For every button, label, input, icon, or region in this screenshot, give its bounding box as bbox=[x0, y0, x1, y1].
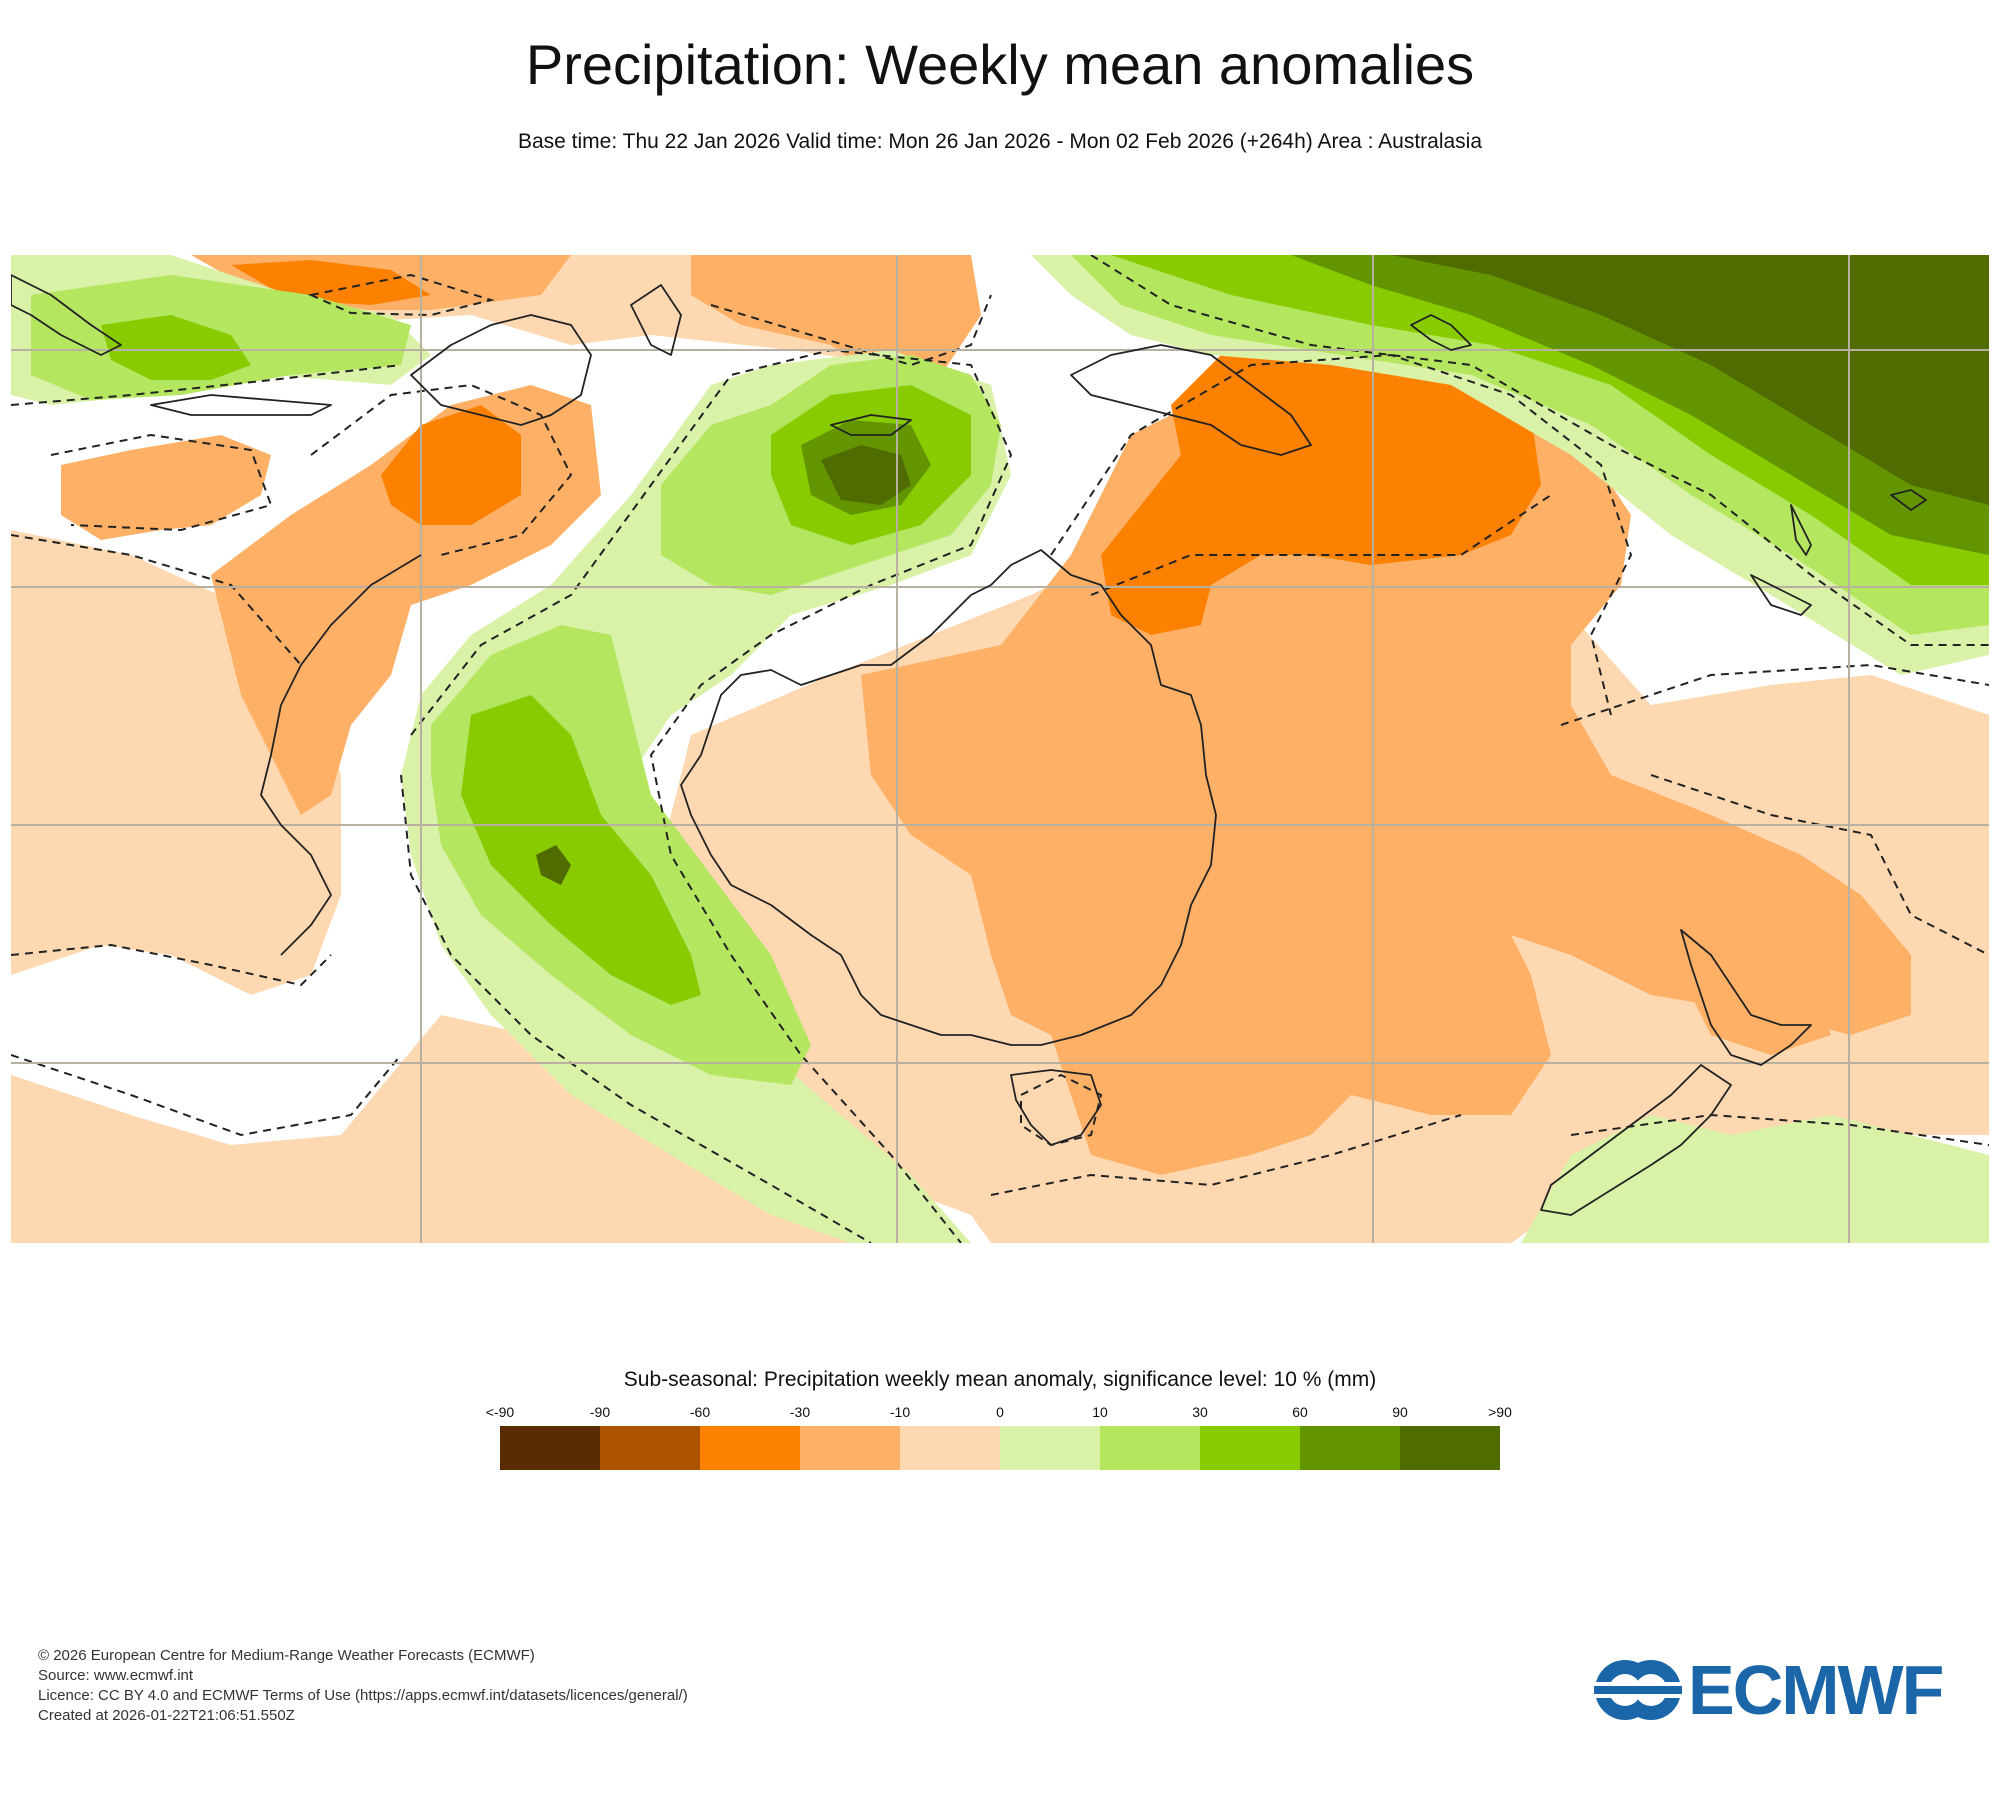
coastline-tasmania bbox=[1010, 1069, 1102, 1146]
coastline-sulawesi bbox=[630, 284, 682, 356]
coastline-java bbox=[150, 394, 332, 416]
coastline-timor bbox=[830, 414, 912, 436]
significance-contour bbox=[310, 383, 573, 556]
coastline-new-zealand-south bbox=[1540, 1064, 1732, 1216]
legend-tick: 30 bbox=[1192, 1404, 1208, 1420]
anomaly-map[interactable] bbox=[11, 255, 1989, 1243]
color-legend: <-90 -90 -60 -30 -10 0 10 30 60 90 >90 bbox=[486, 1400, 1512, 1474]
significance-contour bbox=[307, 273, 495, 317]
footer-created: Created at 2026-01-22T21:06:51.550Z bbox=[38, 1707, 295, 1724]
legend-swatch bbox=[500, 1426, 600, 1470]
wet-extreme-region bbox=[1391, 255, 1989, 505]
dry-medium-region bbox=[61, 435, 271, 540]
significance-contours bbox=[11, 255, 1989, 1243]
significance-contour bbox=[11, 1054, 402, 1137]
wet-extreme-region bbox=[536, 845, 571, 885]
footer-copyright: © 2026 European Centre for Medium-Range … bbox=[38, 1647, 535, 1664]
significance-contour bbox=[11, 534, 302, 666]
footer-source: Source: www.ecmwf.int bbox=[38, 1667, 194, 1684]
chart-title: Precipitation: Weekly mean anomalies bbox=[525, 33, 1475, 96]
wet-light-region bbox=[1521, 1115, 1989, 1243]
dry-medium-region bbox=[691, 255, 981, 380]
legend-swatch bbox=[1100, 1426, 1200, 1470]
legend-tick: -60 bbox=[689, 1404, 711, 1420]
coastline-australia bbox=[680, 549, 1217, 1046]
legend-swatch bbox=[900, 1426, 1000, 1470]
legend-tick: 10 bbox=[1092, 1404, 1108, 1420]
significance-contour bbox=[1020, 1073, 1103, 1147]
legend-tick: 60 bbox=[1292, 1404, 1308, 1420]
legend-tick: >90 bbox=[1488, 1404, 1512, 1420]
legend-title: Sub-seasonal: Precipitation weekly mean … bbox=[623, 1368, 1377, 1391]
coastline-borneo bbox=[410, 314, 592, 426]
significance-contour bbox=[1560, 663, 1989, 726]
legend-tick: -10 bbox=[889, 1404, 911, 1420]
significance-contour bbox=[1570, 1113, 1989, 1146]
significance-contour bbox=[11, 943, 332, 987]
significance-contour bbox=[50, 433, 273, 532]
dry-medium-region bbox=[1671, 945, 1831, 1055]
legend-tick: <-90 bbox=[485, 1404, 515, 1420]
coastline-sumatra bbox=[11, 274, 122, 356]
legend-swatches bbox=[500, 1426, 1500, 1470]
ecmwf-logo: ECMWF bbox=[1590, 1651, 1965, 1729]
dry-light-region bbox=[11, 1015, 891, 1243]
footer-licence: Licence: CC BY 4.0 and ECMWF Terms of Us… bbox=[38, 1687, 688, 1704]
wet-extreme-region bbox=[821, 445, 911, 505]
wet-strong-region bbox=[461, 695, 701, 1005]
footer-credits: © 2026 European Centre for Medium-Range … bbox=[38, 1646, 688, 1726]
significance-contour bbox=[1090, 494, 1552, 596]
dry-strong-region bbox=[381, 405, 521, 525]
coastline-fiji bbox=[1890, 489, 1927, 511]
legend-swatch bbox=[800, 1426, 900, 1470]
legend-swatch bbox=[1400, 1426, 1500, 1470]
significance-contour bbox=[11, 364, 402, 406]
coastline-new-guinea bbox=[1070, 344, 1312, 456]
significance-contour bbox=[1050, 353, 1633, 716]
legend-swatch bbox=[1300, 1426, 1400, 1470]
ecmwf-logo-text: ECMWF bbox=[1688, 1651, 1944, 1729]
graticule bbox=[11, 255, 1989, 1243]
chart-subtitle: Base time: Thu 22 Jan 2026 Valid time: M… bbox=[517, 130, 1483, 153]
coastlines bbox=[11, 274, 1927, 1216]
legend-swatch bbox=[700, 1426, 800, 1470]
legend-ticks: <-90 -90 -60 -30 -10 0 10 30 60 90 >90 bbox=[486, 1400, 1512, 1426]
coastline-vanuatu bbox=[1790, 504, 1812, 556]
wet-strong-region bbox=[101, 315, 251, 380]
coastline-new-zealand-north bbox=[1680, 929, 1812, 1066]
legend-tick: 0 bbox=[996, 1404, 1004, 1420]
significance-contour bbox=[400, 774, 872, 1243]
legend-tick: 90 bbox=[1392, 1404, 1408, 1420]
significance-contour bbox=[1650, 774, 1989, 956]
legend-swatch bbox=[1000, 1426, 1100, 1470]
dry-strong-region bbox=[1101, 335, 1541, 635]
wet-light-region bbox=[401, 350, 1011, 1243]
legend-tick: -30 bbox=[789, 1404, 811, 1420]
map-svg bbox=[11, 255, 1989, 1243]
legend-swatch bbox=[600, 1426, 700, 1470]
coastline-western-coast bbox=[260, 554, 422, 956]
coastline-new-caledonia bbox=[1750, 574, 1812, 616]
coastline-solomon-islands bbox=[1410, 314, 1472, 351]
legend-tick: -90 bbox=[589, 1404, 611, 1420]
ecmwf-logo-icon bbox=[1590, 1660, 1686, 1720]
significance-contour bbox=[410, 348, 1013, 1243]
legend-swatch bbox=[1200, 1426, 1300, 1470]
significance-contour bbox=[1090, 255, 1989, 646]
